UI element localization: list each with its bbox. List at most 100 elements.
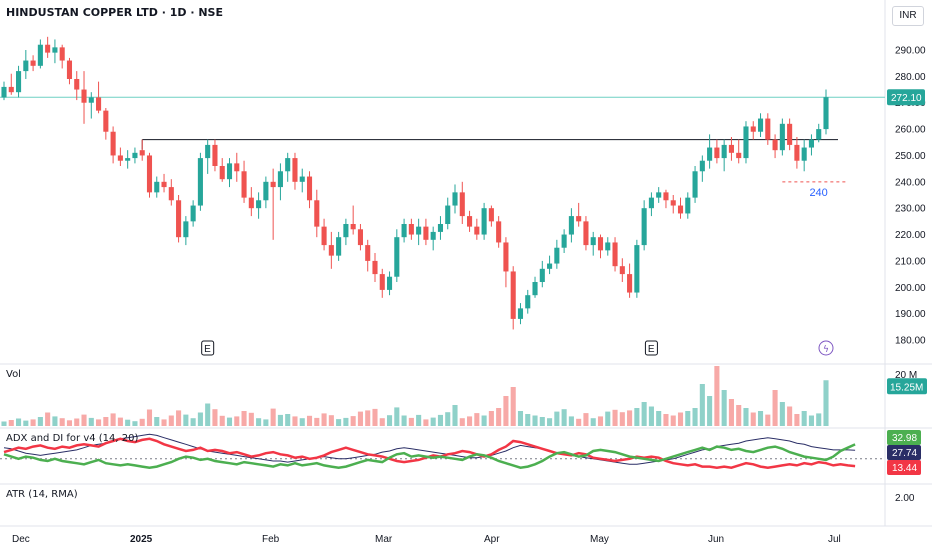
candle-body <box>503 242 509 272</box>
candle-body <box>23 60 29 72</box>
volume-bar <box>146 409 153 426</box>
candle-body <box>321 226 327 246</box>
volume-bar <box>394 407 400 426</box>
volume-bar <box>728 399 734 426</box>
last-price-tag-label: 272.10 <box>891 93 922 104</box>
candle-body <box>627 274 633 293</box>
candle-body <box>728 144 734 153</box>
volume-bar <box>619 412 625 426</box>
candle-body <box>547 263 553 269</box>
y-tick-label: 280.00 <box>895 72 926 83</box>
volume-bar <box>772 390 778 426</box>
volume-bar <box>45 412 51 426</box>
symbol-title[interactable]: HINDUSTAN COPPER LTD · 1D · NSE <box>6 6 223 19</box>
candle-body <box>721 144 727 159</box>
volume-bar <box>1 421 7 426</box>
candle-body <box>66 60 73 79</box>
candle-body <box>467 216 473 227</box>
volume-label[interactable]: Vol <box>6 369 21 380</box>
volume-bar <box>205 403 211 426</box>
candle-body <box>648 197 654 209</box>
volume-bar <box>197 412 203 426</box>
volume-bar <box>685 411 691 426</box>
candle-body <box>336 237 342 256</box>
candle-body <box>685 197 691 214</box>
volume-tag-label: 15.25M <box>890 382 923 393</box>
candle-body <box>37 44 43 66</box>
last-price-tag <box>887 89 925 106</box>
adx-value-label: 27.74 <box>892 448 917 459</box>
volume-bar <box>525 414 531 426</box>
volume-bar <box>372 408 378 426</box>
candle-body <box>510 271 516 319</box>
candle-body <box>379 274 385 290</box>
adx-label[interactable]: ADX and DI for v4 (14, 20) <box>6 433 139 444</box>
volume-bar <box>437 414 444 426</box>
volume-bar <box>481 415 487 426</box>
candle-body <box>823 97 829 130</box>
candle-body <box>45 44 51 53</box>
volume-bar <box>96 419 102 426</box>
candle-body <box>176 200 182 238</box>
candle-body <box>205 144 211 159</box>
volume-bar <box>787 406 793 426</box>
y-tick-label: 210.00 <box>895 256 926 267</box>
x-tick-label: Mar <box>375 534 393 545</box>
volume-bar <box>314 417 320 426</box>
candle-body <box>219 166 225 180</box>
candle-body <box>110 131 116 156</box>
candle-body <box>1 86 7 98</box>
volume-bar <box>736 405 742 426</box>
x-tick-label: Jun <box>708 534 724 545</box>
candle-body <box>670 200 676 206</box>
candle-body <box>357 229 363 246</box>
atr-label[interactable]: ATR (14, RMA) <box>6 489 78 500</box>
volume-bar <box>37 417 43 426</box>
volume-scale-label: 20 M <box>895 370 917 381</box>
volume-bar <box>779 402 785 426</box>
candle-body <box>437 224 444 232</box>
candle-body <box>488 208 494 222</box>
volume-bar <box>430 417 436 426</box>
volume-bar <box>241 411 247 426</box>
candle-body <box>168 187 174 201</box>
volume-bar <box>292 416 298 426</box>
dividend-icon <box>818 340 834 356</box>
volume-bar <box>401 415 407 426</box>
volume-bar <box>554 411 560 426</box>
candle-body <box>459 192 465 217</box>
volume-bar <box>59 418 65 426</box>
candle-body <box>801 147 807 161</box>
candle-body <box>474 226 480 235</box>
volume-bar <box>445 412 451 426</box>
candle-body <box>539 268 545 282</box>
candle-body <box>561 234 567 248</box>
currency-button[interactable]: INR <box>892 6 924 26</box>
volume-bar <box>190 418 196 426</box>
y-tick-label: 290.00 <box>895 46 926 57</box>
candle-body <box>248 197 254 209</box>
volume-bar <box>161 419 167 426</box>
volume-bar <box>8 420 14 426</box>
candle-body <box>343 224 349 238</box>
candle-body <box>256 200 262 209</box>
volume-bar <box>583 413 589 426</box>
candle-body <box>481 208 487 235</box>
volume-bar <box>219 415 225 426</box>
volume-bar <box>597 416 604 426</box>
candle-body <box>568 216 574 235</box>
candle-body <box>285 158 291 172</box>
volume-bar <box>23 420 29 426</box>
volume-bar <box>605 411 611 426</box>
volume-bar <box>154 417 160 426</box>
volume-bar <box>692 408 698 426</box>
candle-body <box>270 181 276 188</box>
candle-body <box>408 224 414 235</box>
volume-bar <box>365 410 371 426</box>
candle-body <box>576 216 582 222</box>
x-tick-label: May <box>590 534 609 545</box>
volume-bar <box>350 416 356 426</box>
volume-bar <box>452 405 458 426</box>
y-tick-label: 220.00 <box>895 230 926 241</box>
